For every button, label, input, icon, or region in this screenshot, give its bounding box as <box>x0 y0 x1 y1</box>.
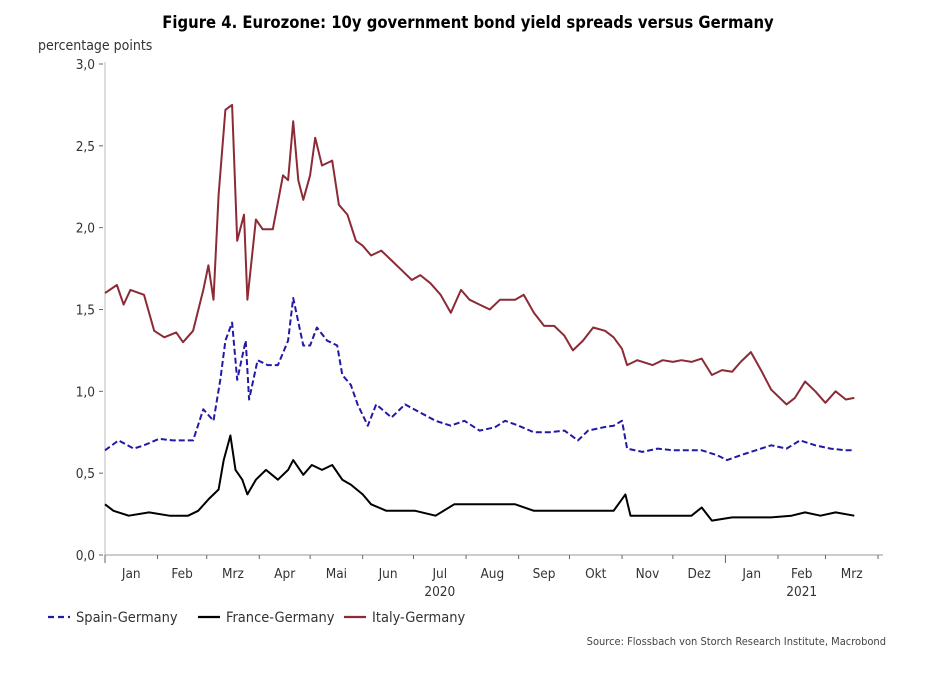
y-axis-label: percentage points <box>38 38 152 54</box>
y-tick-label: 1,0 <box>76 384 95 400</box>
x-tick-label: Apr <box>274 566 295 582</box>
x-tick-label: Nov <box>636 566 660 582</box>
series-spain-germany <box>104 297 855 462</box>
x-tick-label: Sep <box>533 566 556 582</box>
legend-item: Spain-Germany <box>48 610 178 626</box>
x-tick-label: Mrz <box>222 566 244 582</box>
x-year-label: 2021 <box>786 584 817 600</box>
legend-label: France-Germany <box>226 610 335 626</box>
source-note: Source: Flossbach von Storch Research In… <box>587 635 886 648</box>
legend: Spain-Germany France-Germany Italy-Germany <box>48 610 465 626</box>
series-line <box>104 297 855 462</box>
y-tick-label: 2,0 <box>76 221 95 237</box>
x-tick-label: Jun <box>378 566 398 582</box>
x-tick-label: Mrz <box>841 566 863 582</box>
x-tick-label: Mai <box>326 566 347 582</box>
x-tick-label: Okt <box>585 566 607 582</box>
chart-title: Figure 4. Eurozone: 10y government bond … <box>162 13 774 32</box>
axes: 0,0 0,5 1,0 1,5 2,0 2,5 3,0 Jan Feb Mrz Apr Mai Jun J… <box>76 57 883 600</box>
legend-item: France-Germany <box>198 610 335 626</box>
legend-label: Spain-Germany <box>76 610 178 626</box>
legend-item: Italy-Germany <box>344 610 465 626</box>
x-tick-label: Feb <box>171 566 193 582</box>
y-tick-label: 2,5 <box>76 139 95 155</box>
x-tick-label: Jul <box>431 566 447 582</box>
y-tick-label: 3,0 <box>76 57 95 73</box>
y-tick-label: 0,5 <box>76 466 95 482</box>
y-tick-label: 1,5 <box>76 303 95 319</box>
y-tick-label: 0,0 <box>76 548 95 564</box>
series-france-germany <box>104 434 855 522</box>
x-tick-label: Aug <box>480 566 504 582</box>
x-tick-label: Feb <box>791 566 813 582</box>
series-italy-germany <box>104 103 855 406</box>
x-year-label: 2020 <box>424 584 455 600</box>
series-line <box>104 103 855 406</box>
series-lines <box>104 103 855 522</box>
series-line <box>104 434 855 522</box>
x-tick-label: Dez <box>688 566 711 582</box>
x-tick-label: Jan <box>121 566 141 582</box>
x-tick-label: Jan <box>741 566 761 582</box>
legend-label: Italy-Germany <box>372 610 465 626</box>
